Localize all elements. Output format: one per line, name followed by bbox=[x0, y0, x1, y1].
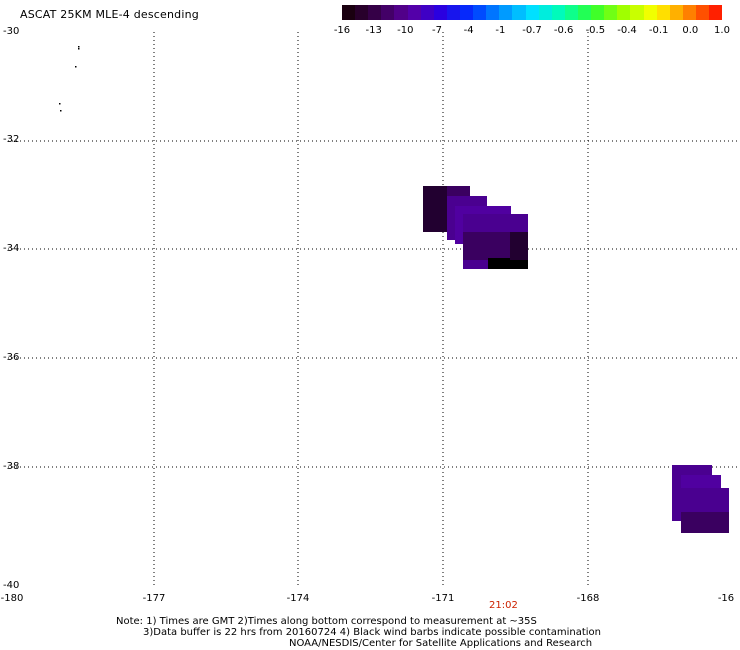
lon-label-16: -16 bbox=[717, 593, 735, 604]
lon-label-174: -174 bbox=[286, 593, 310, 604]
lat-label-40: -40 bbox=[3, 580, 20, 591]
color-legend-bar bbox=[342, 5, 723, 20]
lon-label-171: -171 bbox=[431, 593, 455, 604]
lat-label-34: -34 bbox=[3, 243, 20, 254]
color-legend-label: -0.5 bbox=[585, 25, 606, 36]
color-legend-swatch bbox=[564, 5, 578, 20]
note-line-2: 3)Data buffer is 22 hrs from 20160724 4)… bbox=[143, 627, 601, 638]
color-legend-swatch bbox=[695, 5, 710, 20]
color-legend-swatch bbox=[617, 5, 631, 20]
map-title: ASCAT 25KM MLE-4 descending bbox=[20, 8, 199, 21]
color-legend-label: -0.7 bbox=[522, 25, 542, 36]
wind-cell bbox=[423, 186, 447, 232]
color-legend-label: 0.0 bbox=[682, 25, 699, 36]
color-legend-swatch bbox=[446, 5, 460, 20]
lat-label-32: -32 bbox=[3, 134, 20, 145]
color-legend-label: -0.4 bbox=[617, 25, 637, 36]
color-legend-label: 1.0 bbox=[714, 25, 730, 36]
color-legend-swatch bbox=[355, 5, 369, 20]
wind-cell bbox=[488, 258, 528, 269]
wind-cell bbox=[510, 232, 528, 260]
data-speck bbox=[59, 103, 61, 105]
lon-label-168: -168 bbox=[576, 593, 600, 604]
note-line-1: Note: 1) Times are GMT 2)Times along bot… bbox=[116, 616, 537, 627]
color-legend-swatch bbox=[394, 5, 408, 20]
color-legend-swatch bbox=[630, 5, 644, 20]
note-line-3: NOAA/NESDIS/Center for Satellite Applica… bbox=[289, 638, 593, 649]
color-legend-swatch bbox=[525, 5, 539, 20]
color-legend-swatch bbox=[459, 5, 474, 20]
color-legend-label: -0.1 bbox=[648, 25, 669, 36]
wind-cell bbox=[681, 512, 729, 533]
lon-label-180: -180 bbox=[0, 593, 24, 604]
color-legend-swatch bbox=[420, 5, 434, 20]
color-legend-label: -7 bbox=[432, 25, 442, 36]
color-legend-swatch bbox=[551, 5, 565, 20]
color-legend-swatch bbox=[486, 5, 500, 20]
graticule-grid bbox=[8, 32, 740, 588]
color-legend-swatch bbox=[709, 5, 723, 20]
swath-time-label: 21:02 bbox=[489, 600, 518, 611]
color-legend-swatch bbox=[538, 5, 552, 20]
color-legend-swatch bbox=[381, 5, 395, 20]
color-legend-swatch bbox=[433, 5, 447, 20]
color-legend-swatch bbox=[656, 5, 670, 20]
data-speck bbox=[78, 48, 80, 50]
color-legend-swatch bbox=[643, 5, 657, 20]
data-speck bbox=[78, 46, 80, 48]
color-legend-swatch bbox=[604, 5, 618, 20]
lat-label-38: -38 bbox=[3, 461, 20, 472]
color-legend-swatch bbox=[577, 5, 592, 20]
lat-label-36: -36 bbox=[3, 352, 20, 363]
color-legend-label: -1 bbox=[495, 25, 506, 36]
color-legend-label: -10 bbox=[397, 25, 414, 36]
data-speck bbox=[75, 66, 77, 68]
data-specks bbox=[59, 46, 80, 112]
color-legend-swatch bbox=[499, 5, 513, 20]
color-legend-swatch bbox=[407, 5, 421, 20]
color-legend-label: -4 bbox=[463, 25, 474, 36]
lat-label-30: -30 bbox=[3, 26, 20, 37]
color-legend-swatch bbox=[591, 5, 605, 20]
color-legend-swatch bbox=[473, 5, 487, 20]
wind-swaths bbox=[423, 186, 729, 533]
color-legend-label: -16 bbox=[333, 25, 351, 36]
color-legend-swatch bbox=[512, 5, 526, 20]
color-legend-swatch bbox=[682, 5, 696, 20]
color-legend-swatch bbox=[368, 5, 382, 20]
lon-label-177: -177 bbox=[142, 593, 166, 604]
color-legend-label: -13 bbox=[365, 25, 382, 36]
color-legend-swatch bbox=[342, 5, 356, 20]
color-legend-swatch bbox=[669, 5, 683, 20]
data-speck bbox=[60, 110, 62, 112]
color-legend-label: -0.6 bbox=[553, 25, 574, 36]
